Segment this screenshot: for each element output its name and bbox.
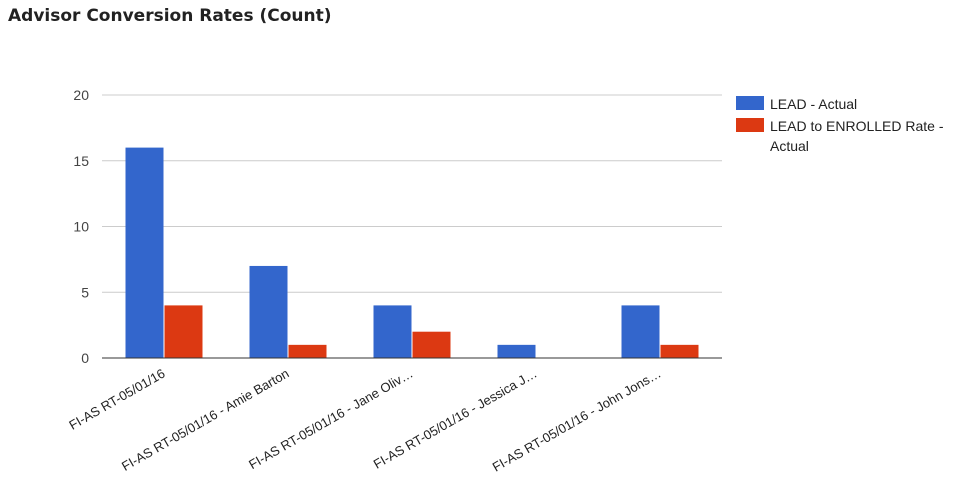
legend-swatch: [736, 96, 764, 110]
bar: [125, 147, 164, 358]
legend-item-lead-actual[interactable]: LEAD - Actual: [736, 94, 966, 114]
bars: [125, 147, 699, 358]
y-tick-label: 10: [73, 219, 89, 235]
x-tick-label: FI-AS RT-05/01/16: [66, 366, 167, 433]
chart-title: Advisor Conversion Rates (Count): [8, 6, 332, 26]
legend-item-lead-to-enrolled[interactable]: LEAD to ENROLLED Rate - Actual: [736, 116, 966, 156]
legend: LEAD - Actual LEAD to ENROLLED Rate - Ac…: [736, 94, 966, 158]
y-tick-label: 20: [73, 87, 89, 103]
bar: [249, 265, 288, 358]
bar: [373, 305, 412, 358]
y-tick-label: 0: [81, 350, 89, 366]
y-axis-ticks: 0 5 10 15 20: [73, 87, 89, 366]
legend-swatch: [736, 118, 764, 132]
bar: [621, 305, 660, 358]
y-tick-label: 15: [73, 153, 89, 169]
bar: [164, 305, 203, 358]
bar: [412, 331, 451, 358]
bar: [288, 344, 327, 358]
legend-label: LEAD to ENROLLED Rate - Actual: [770, 118, 944, 154]
bar: [660, 344, 699, 358]
legend-label: LEAD - Actual: [770, 96, 858, 112]
gridlines: [102, 94, 722, 293]
y-tick-label: 5: [81, 284, 89, 300]
bar: [497, 344, 536, 358]
